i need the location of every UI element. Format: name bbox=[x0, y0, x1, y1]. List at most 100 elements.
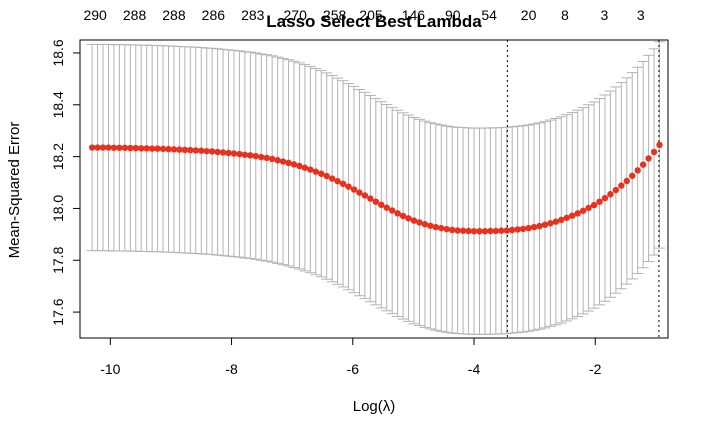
mse-point bbox=[383, 204, 390, 211]
mse-point bbox=[94, 144, 101, 151]
mse-point bbox=[116, 144, 123, 151]
mse-point bbox=[252, 152, 259, 160]
mse-point bbox=[350, 186, 358, 193]
mse-point bbox=[307, 166, 314, 173]
mse-point bbox=[263, 154, 270, 162]
top-axis-label: 258 bbox=[323, 7, 347, 23]
mse-point bbox=[192, 147, 199, 154]
x-axis: -10 -8 -6 -4 -2 bbox=[100, 337, 602, 377]
mse-point bbox=[138, 145, 145, 152]
mse-point bbox=[219, 149, 227, 156]
mse-point bbox=[509, 226, 516, 234]
x-tick-label: -4 bbox=[468, 361, 481, 377]
mse-point bbox=[541, 221, 549, 228]
mse-point bbox=[148, 145, 156, 152]
y-tick-label: 17.8 bbox=[50, 246, 66, 273]
y-axis: 17.6 17.8 18.0 18.2 18.4 18.6 bbox=[50, 39, 81, 326]
mse-point bbox=[388, 207, 396, 214]
mse-point bbox=[399, 212, 407, 220]
mse-point bbox=[427, 222, 434, 229]
mse-point bbox=[590, 201, 598, 209]
mse-point bbox=[438, 224, 445, 232]
x-tick-label: -8 bbox=[225, 361, 238, 377]
top-axis-label: 3 bbox=[600, 7, 608, 23]
mse-point bbox=[629, 172, 636, 179]
top-axis-label: 54 bbox=[481, 7, 497, 23]
mse-point bbox=[519, 225, 527, 233]
y-tick-label: 17.6 bbox=[50, 298, 66, 325]
mse-point bbox=[127, 144, 134, 152]
mse-point bbox=[132, 144, 139, 152]
mse-point bbox=[579, 207, 587, 214]
y-tick-label: 18.0 bbox=[50, 195, 66, 222]
mse-point bbox=[88, 144, 96, 151]
mse-point bbox=[558, 216, 565, 224]
top-axis-label: 270 bbox=[284, 7, 308, 23]
mse-point bbox=[208, 148, 216, 155]
mse-point bbox=[421, 221, 429, 228]
mse-point bbox=[99, 144, 107, 151]
mse-point bbox=[481, 228, 489, 235]
mse-point bbox=[459, 227, 467, 234]
mse-point bbox=[448, 226, 456, 234]
mse-point bbox=[503, 227, 510, 234]
mse-point bbox=[247, 152, 254, 159]
mse-point bbox=[165, 145, 172, 153]
mse-point bbox=[345, 183, 352, 190]
mse-point bbox=[121, 144, 129, 151]
x-tick-label: -2 bbox=[589, 361, 602, 377]
mse-point bbox=[290, 161, 298, 168]
mse-point bbox=[634, 167, 641, 174]
top-axis-label: 288 bbox=[123, 7, 147, 23]
top-axis-label: 90 bbox=[445, 7, 461, 23]
mse-point bbox=[645, 155, 652, 162]
y-tick-label: 18.4 bbox=[50, 91, 66, 118]
mse-point bbox=[268, 155, 276, 163]
x-tick-label: -6 bbox=[347, 361, 360, 377]
y-tick-label: 18.2 bbox=[50, 143, 66, 170]
mse-point bbox=[279, 158, 287, 165]
mse-point bbox=[214, 148, 221, 156]
mse-point bbox=[623, 177, 630, 185]
y-tick-label: 18.6 bbox=[50, 39, 66, 66]
chart-title: Lasso Select Best Lambda bbox=[266, 12, 482, 31]
mse-points bbox=[88, 141, 663, 235]
mse-point bbox=[454, 227, 461, 234]
mse-point bbox=[650, 148, 658, 156]
top-axis-label: 146 bbox=[402, 7, 426, 23]
mse-point bbox=[105, 144, 112, 151]
mse-point bbox=[143, 145, 150, 152]
mse-point bbox=[312, 168, 320, 175]
mse-point bbox=[607, 190, 614, 198]
mse-point bbox=[225, 149, 232, 157]
top-axis-label: 205 bbox=[359, 7, 383, 23]
mse-point bbox=[536, 222, 543, 230]
mse-point bbox=[492, 227, 500, 235]
mse-point bbox=[154, 145, 161, 152]
mse-point bbox=[170, 146, 178, 153]
top-axis-label: 286 bbox=[202, 7, 226, 23]
top-axis-label: 288 bbox=[162, 7, 186, 23]
mse-point bbox=[334, 178, 341, 185]
mse-point bbox=[176, 146, 183, 153]
top-axis-label: 8 bbox=[561, 7, 569, 23]
mse-point bbox=[159, 145, 167, 153]
mse-point bbox=[339, 180, 347, 188]
y-axis-label: Mean-Squared Error bbox=[6, 122, 23, 259]
mse-point bbox=[405, 215, 412, 222]
mse-point bbox=[639, 161, 647, 168]
mse-point bbox=[328, 175, 336, 182]
mse-point bbox=[612, 186, 620, 194]
top-axis-label: 283 bbox=[241, 7, 265, 23]
mse-point bbox=[378, 201, 385, 209]
mse-point bbox=[443, 225, 450, 233]
mse-point bbox=[596, 198, 603, 205]
mse-point bbox=[432, 223, 440, 231]
mse-point bbox=[476, 228, 483, 235]
mse-point bbox=[230, 150, 238, 157]
mse-point bbox=[356, 189, 363, 196]
mse-point bbox=[416, 219, 423, 226]
mse-point bbox=[110, 144, 118, 151]
mse-point bbox=[301, 164, 309, 171]
